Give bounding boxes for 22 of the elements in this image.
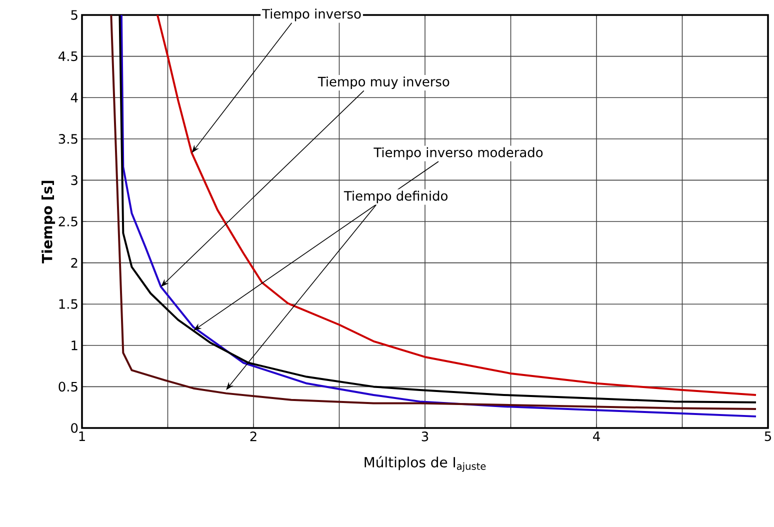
y-tick-label: 0 (71, 423, 78, 433)
y-axis-title: Tiempo [s] (42, 180, 56, 264)
annotation: Tiempo inverso (262, 8, 361, 22)
x-axis-title: Múltiplos de I$_{ajuste}$ (364, 456, 486, 472)
annotation: Tiempo inverso moderado (374, 147, 543, 160)
x-tick-label: 1 (79, 432, 85, 441)
y-tick-label: 5 (71, 10, 78, 20)
y-tick-label: 4.5 (58, 51, 78, 62)
y-tick-label: 2 (71, 258, 78, 268)
y-tick-label: 3 (71, 175, 78, 186)
x-tick-label: 4 (593, 432, 600, 441)
annotation: Tiempo definido (344, 190, 448, 204)
y-tick-label: 4 (70, 92, 78, 102)
y-tick-label: 2.5 (58, 216, 78, 226)
y-tick-label: 3.5 (58, 134, 78, 144)
x-tick-label: 3 (422, 432, 428, 442)
x-tick-label: 2 (250, 432, 256, 442)
annotation: Tiempo muy inverso (318, 76, 450, 90)
y-tick-label: 1.5 (59, 299, 78, 309)
y-tick-label: 1 (72, 340, 78, 350)
y-tick-label: 0.5 (58, 382, 78, 392)
x-tick-label: 5 (764, 432, 771, 442)
